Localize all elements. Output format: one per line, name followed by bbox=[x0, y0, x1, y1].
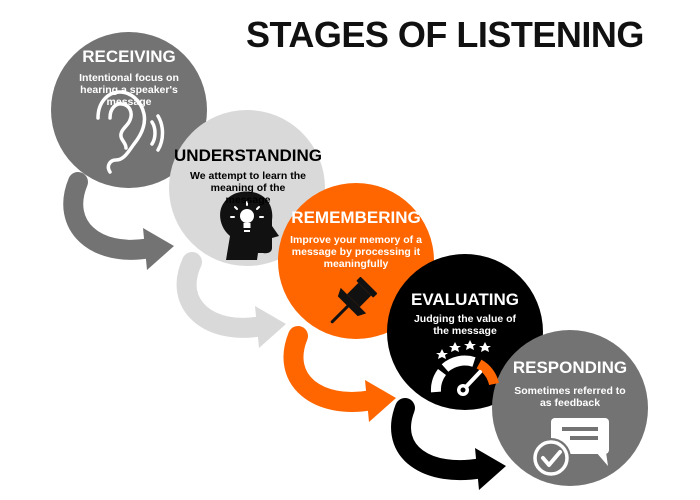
understanding-description: We attempt to learn the meaning of the m… bbox=[190, 170, 306, 206]
arrow-evaluating-to-responding bbox=[391, 398, 506, 490]
responding-description: Sometimes referred to as feedback bbox=[514, 385, 626, 409]
pushpin-icon bbox=[330, 276, 378, 324]
remembering-description: Improve your memory of a message by proc… bbox=[290, 234, 422, 270]
ear-icon bbox=[96, 90, 165, 174]
evaluating-description: Judging the value of the message bbox=[413, 313, 517, 337]
receiving-title: RECEIVING bbox=[82, 47, 176, 66]
lightbulb-head-icon bbox=[220, 191, 279, 260]
page-title: STAGES OF LISTENING bbox=[246, 14, 644, 55]
gauge-stars-icon bbox=[430, 340, 499, 396]
arrow-remembering-to-evaluating bbox=[283, 326, 396, 422]
responding-title: RESPONDING bbox=[512, 358, 628, 377]
receiving-description: Intentional focus on hearing a speaker's… bbox=[79, 72, 179, 108]
evaluating-title: EVALUATING bbox=[411, 290, 519, 309]
chat-check-icon bbox=[531, 418, 609, 478]
understanding-title: UNDERSTANDING bbox=[174, 146, 322, 165]
arrow-understanding-to-remembering bbox=[176, 252, 286, 348]
remembering-title: REMEMBERING bbox=[291, 208, 421, 227]
arrow-receiving-to-understanding bbox=[63, 172, 174, 270]
